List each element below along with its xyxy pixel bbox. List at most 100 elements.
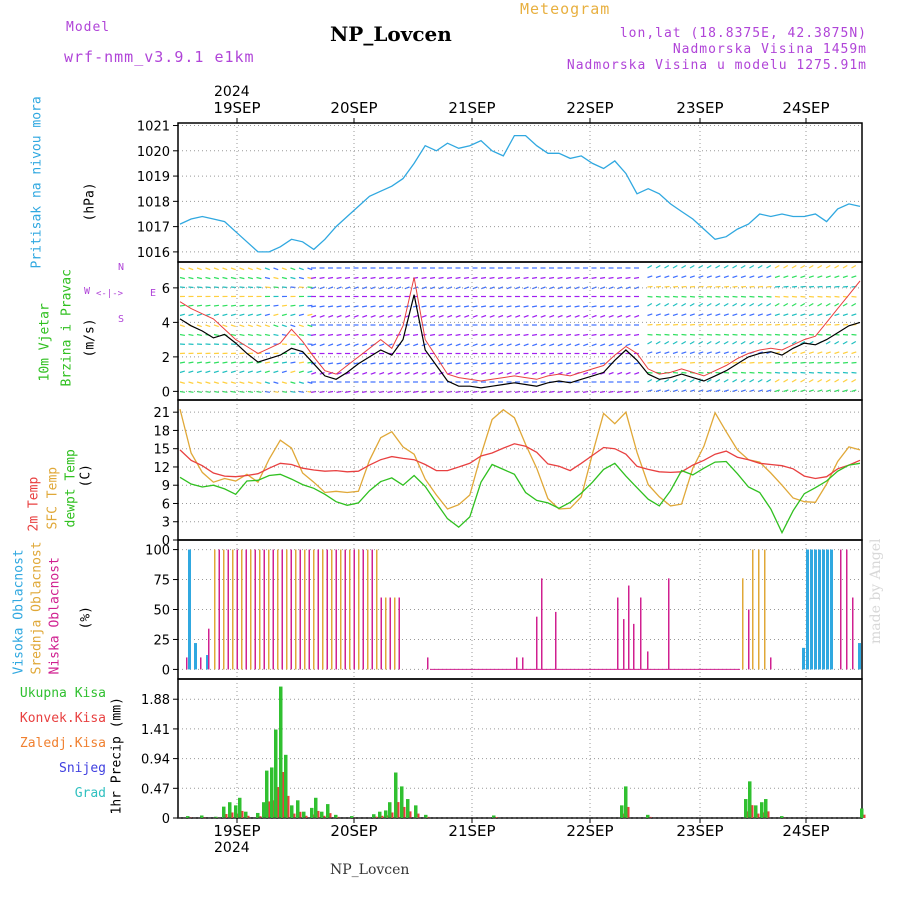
wind-barb xyxy=(842,371,849,374)
wind-barb xyxy=(446,305,453,308)
wind-barb xyxy=(378,276,385,279)
wind-barb xyxy=(480,305,487,308)
wind-barb xyxy=(566,343,572,347)
wind-barb xyxy=(311,314,317,318)
wind-barb xyxy=(634,371,640,375)
wind-barb xyxy=(213,370,219,374)
wind-barb xyxy=(179,276,186,280)
wind-barb xyxy=(188,333,194,337)
wind-barb xyxy=(361,276,368,279)
wind-barb xyxy=(740,275,746,279)
total-precip-bar xyxy=(296,800,300,818)
wind-barb xyxy=(842,351,848,355)
conv-precip-bar xyxy=(293,813,296,818)
wind-barb xyxy=(472,343,478,347)
wind-barb xyxy=(766,323,772,326)
wind-barb xyxy=(565,276,572,279)
mid-cloud-bar xyxy=(398,597,400,670)
wind-barb xyxy=(791,351,797,355)
conv-precip-bar xyxy=(231,812,234,818)
wind-barb xyxy=(412,390,419,393)
wind-barb xyxy=(834,313,840,317)
wind-barb xyxy=(196,313,202,317)
wind-barb xyxy=(532,371,538,375)
conv-precip-bar xyxy=(403,806,406,818)
wind-barb xyxy=(715,295,721,298)
wind-barb xyxy=(498,371,504,375)
wind-barb xyxy=(774,313,780,317)
wind-barb xyxy=(689,313,695,317)
wind-barb xyxy=(634,343,640,347)
wind-barb xyxy=(834,295,840,298)
wind-barb xyxy=(222,370,228,374)
wind-barb xyxy=(307,304,313,307)
mid-cloud-bar xyxy=(245,549,247,670)
low-cloud-bar xyxy=(852,597,854,670)
wind-barb xyxy=(647,285,653,288)
wind-barb xyxy=(664,333,670,336)
y-tick-label: 6 xyxy=(162,282,170,297)
high-cloud-bar xyxy=(188,549,191,670)
wind-barb xyxy=(681,323,687,326)
compass-arrows-icon: <-|-> xyxy=(96,289,124,299)
wind-barb xyxy=(370,371,376,375)
total-precip-label: Ukupna Kisa xyxy=(19,686,106,701)
wind-barb xyxy=(387,276,393,279)
wind-barb xyxy=(774,340,780,345)
wind-barb xyxy=(774,361,781,364)
wind-barb xyxy=(600,314,606,318)
wind-barb xyxy=(446,333,453,336)
wind-barb xyxy=(766,264,772,269)
wind-barb xyxy=(749,333,755,336)
wind-barb xyxy=(264,276,271,280)
wind-barb xyxy=(817,333,823,336)
wind-barb xyxy=(757,323,764,326)
wind-barb xyxy=(783,295,789,298)
high-cloud-bar xyxy=(826,549,829,670)
conv-precip-bar xyxy=(427,816,430,818)
wind-barb xyxy=(264,313,270,317)
y-tick-label: 0.47 xyxy=(141,782,170,797)
wind-barb xyxy=(256,276,262,280)
conv-precip-bar xyxy=(268,801,271,818)
wind-barb xyxy=(800,389,806,393)
wind-barb xyxy=(766,295,772,298)
wind-barb xyxy=(616,305,623,308)
wind-barb xyxy=(230,276,237,280)
wind-barb xyxy=(574,276,580,279)
wind-barb xyxy=(757,264,763,269)
mid-cloud-bar xyxy=(223,549,225,670)
wind-barb xyxy=(362,314,368,318)
wind-barb xyxy=(455,371,461,375)
wind-barb xyxy=(379,371,385,375)
wind-barb xyxy=(800,340,806,345)
wind-barb xyxy=(723,333,730,336)
wind-barb xyxy=(715,361,721,364)
wind-barb xyxy=(548,362,555,365)
wind-barb xyxy=(361,305,368,308)
day-label-top: 23SEP xyxy=(676,99,723,117)
wind-barb xyxy=(664,264,670,269)
wind-barb xyxy=(514,305,521,308)
wind-barb xyxy=(715,275,721,279)
wind-barb xyxy=(514,362,521,365)
wind-barb xyxy=(851,333,857,336)
wind-barb xyxy=(239,390,245,393)
wind-barb xyxy=(655,264,661,269)
low-cloud-bar xyxy=(617,597,619,670)
wind-barb xyxy=(327,390,334,393)
wind-barb xyxy=(681,333,687,336)
wind-barb xyxy=(749,340,755,345)
mid-cloud-bar xyxy=(304,549,306,670)
y-tick-label: 50 xyxy=(153,604,170,619)
wind-barb xyxy=(834,371,840,374)
wind-barb xyxy=(647,302,653,307)
wind-barb xyxy=(222,361,228,364)
wind-barb xyxy=(664,378,670,383)
wind-barb xyxy=(825,361,832,364)
total-precip-bar xyxy=(372,814,376,818)
wind-barb xyxy=(230,313,236,317)
day-label-bottom: 21SEP xyxy=(448,822,495,840)
wind-barb xyxy=(706,351,712,355)
wind-barb xyxy=(757,333,764,336)
